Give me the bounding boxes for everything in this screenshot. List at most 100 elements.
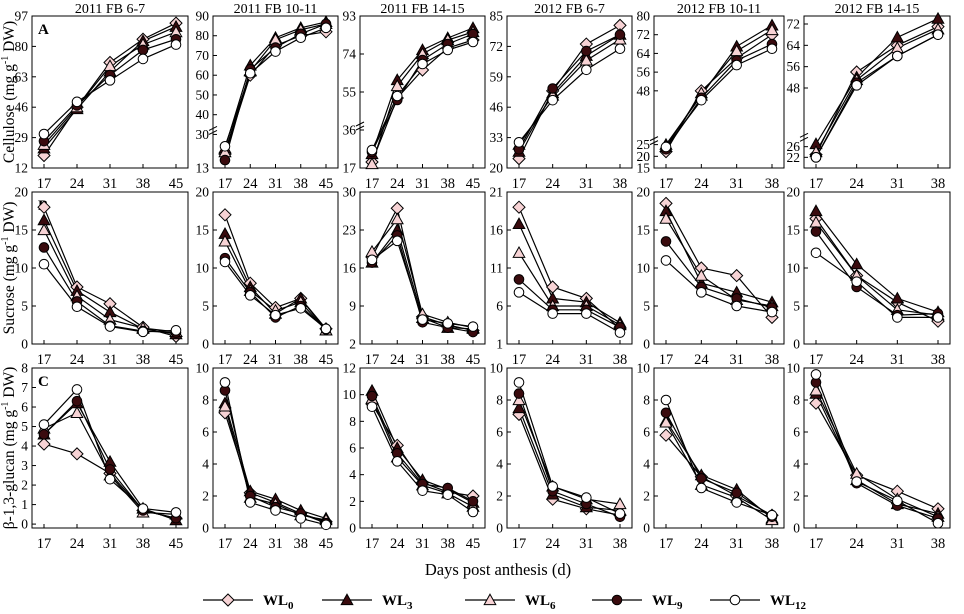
y-tick-label: 90 xyxy=(196,9,210,24)
marker-WL12 xyxy=(442,44,454,56)
x-tick-label: 17 xyxy=(37,176,52,192)
marker-WL12 xyxy=(295,513,307,524)
y-tick-label: 30 xyxy=(196,127,210,142)
legend-marker xyxy=(483,593,497,606)
series-line-WL3 xyxy=(518,407,621,511)
x-tick-label: 31 xyxy=(268,176,283,192)
x-tick-label: 45 xyxy=(319,352,334,368)
marker-WL6 xyxy=(512,245,526,258)
y-tick-label: 15 xyxy=(637,223,651,238)
marker-WL12 xyxy=(442,318,454,329)
marker-WL12 xyxy=(295,302,307,314)
marker-WL12 xyxy=(170,507,182,518)
marker-WL12 xyxy=(219,377,231,388)
marker-WL0 xyxy=(70,447,84,461)
y-tick-label: 0 xyxy=(496,521,503,536)
y-tick-label: 10 xyxy=(637,261,651,276)
y-tick-label: 26 xyxy=(787,139,801,154)
marker-WL0 xyxy=(512,200,526,214)
marker-WL12 xyxy=(513,287,525,298)
series-line-WL0 xyxy=(665,34,773,152)
x-tick-label: 24 xyxy=(390,352,405,368)
marker-WL12 xyxy=(932,29,944,40)
y-tick-label: 4 xyxy=(21,439,28,454)
x-tick-label: 31 xyxy=(103,176,118,192)
marker-WL12 xyxy=(137,326,149,338)
x-tick-label: 31 xyxy=(415,352,430,368)
marker-WL6 xyxy=(809,383,823,396)
x-tick-label: 45 xyxy=(169,536,184,552)
row-axis-label: β-1,3-glucan (mg g-1 DW) xyxy=(0,367,18,530)
marker-WL12 xyxy=(766,306,778,318)
x-tick-label: 38 xyxy=(441,536,456,552)
y-tick-label: 6 xyxy=(496,425,503,440)
x-tick-label: 31 xyxy=(729,536,744,552)
x-tick-label: 24 xyxy=(849,352,864,368)
marker-WL6 xyxy=(659,415,673,428)
x-tick-label: 17 xyxy=(37,536,52,552)
marker-WL12 xyxy=(892,495,903,507)
marker-WL12 xyxy=(38,419,50,430)
y-tick-label: 72 xyxy=(787,17,801,32)
x-tick-label: 38 xyxy=(136,352,151,368)
marker-WL12 xyxy=(366,254,378,266)
marker-WL3 xyxy=(512,401,526,414)
marker-WL12 xyxy=(696,94,707,106)
marker-WL12 xyxy=(71,96,83,108)
y-tick-label: 25 xyxy=(637,137,651,152)
marker-WL0 xyxy=(37,200,51,214)
marker-WL12 xyxy=(766,43,778,55)
series-line-WL0 xyxy=(815,26,939,155)
x-tick-label: 38 xyxy=(441,352,456,368)
y-tick-label: 0 xyxy=(349,521,356,536)
x-tick-label: 45 xyxy=(319,536,334,552)
marker-WL9 xyxy=(614,29,626,41)
y-tick-label: 50 xyxy=(196,87,210,102)
series-line-WL12 xyxy=(665,259,773,313)
x-tick-label: 24 xyxy=(390,176,405,192)
y-tick-label: 1 xyxy=(496,337,503,352)
y-tick-label: 2 xyxy=(496,489,503,504)
y-tick-label: 12 xyxy=(343,361,357,376)
panel-frame xyxy=(359,367,486,529)
legend-item-WL0: WL0 xyxy=(203,593,294,612)
y-tick-label: 30 xyxy=(343,185,357,200)
marker-WL12 xyxy=(731,497,742,508)
series-line-WL12 xyxy=(518,291,621,334)
x-tick-label: 24 xyxy=(849,536,864,552)
marker-WL12 xyxy=(581,492,592,503)
series-line-WL9 xyxy=(815,34,939,158)
marker-WL6 xyxy=(365,157,379,170)
legend-item-WL12: WL12 xyxy=(710,593,807,612)
x-tick-label: 24 xyxy=(545,352,560,368)
x-tick-label: 31 xyxy=(415,536,430,552)
marker-WL12 xyxy=(851,80,862,91)
x-axis-label: Days post anthesis (d) xyxy=(425,560,571,579)
y-tick-label: 0 xyxy=(21,337,28,352)
marker-WL12 xyxy=(660,141,672,153)
marker-WL12 xyxy=(581,308,592,319)
y-tick-label: 80 xyxy=(15,39,29,54)
y-tick-label: 97 xyxy=(15,9,29,24)
marker-WL6 xyxy=(218,234,232,247)
y-tick-label: 15 xyxy=(196,223,210,238)
x-tick-label: 38 xyxy=(294,536,309,552)
marker-WL12 xyxy=(270,46,281,57)
marker-WL12 xyxy=(766,509,778,521)
panel-frame xyxy=(803,15,951,169)
marker-WL6 xyxy=(37,223,51,236)
series-line-WL9 xyxy=(815,231,939,316)
row-axis-label: Sucrose (mg g-1 DW) xyxy=(0,202,18,335)
marker-WL12 xyxy=(810,152,822,163)
y-tick-label: 2 xyxy=(21,478,28,493)
series-line-WL9 xyxy=(518,34,621,150)
panel-r1-c4: 20 33 46 59 72 85 17 24 31 38 2012 FB 6-7 xyxy=(490,2,633,192)
x-tick-label: 38 xyxy=(765,352,780,368)
marker-WL12 xyxy=(660,394,672,406)
y-tick-label: 4 xyxy=(496,457,503,472)
legend-label: WL9 xyxy=(652,593,683,609)
panel-r1-c3: 17 36 55 74 93 17 24 31 38 45 2011 FB 14-15 xyxy=(343,2,486,192)
x-tick-label: 31 xyxy=(268,536,283,552)
y-tick-label: 0 xyxy=(21,517,28,532)
marker-WL9 xyxy=(467,496,479,507)
